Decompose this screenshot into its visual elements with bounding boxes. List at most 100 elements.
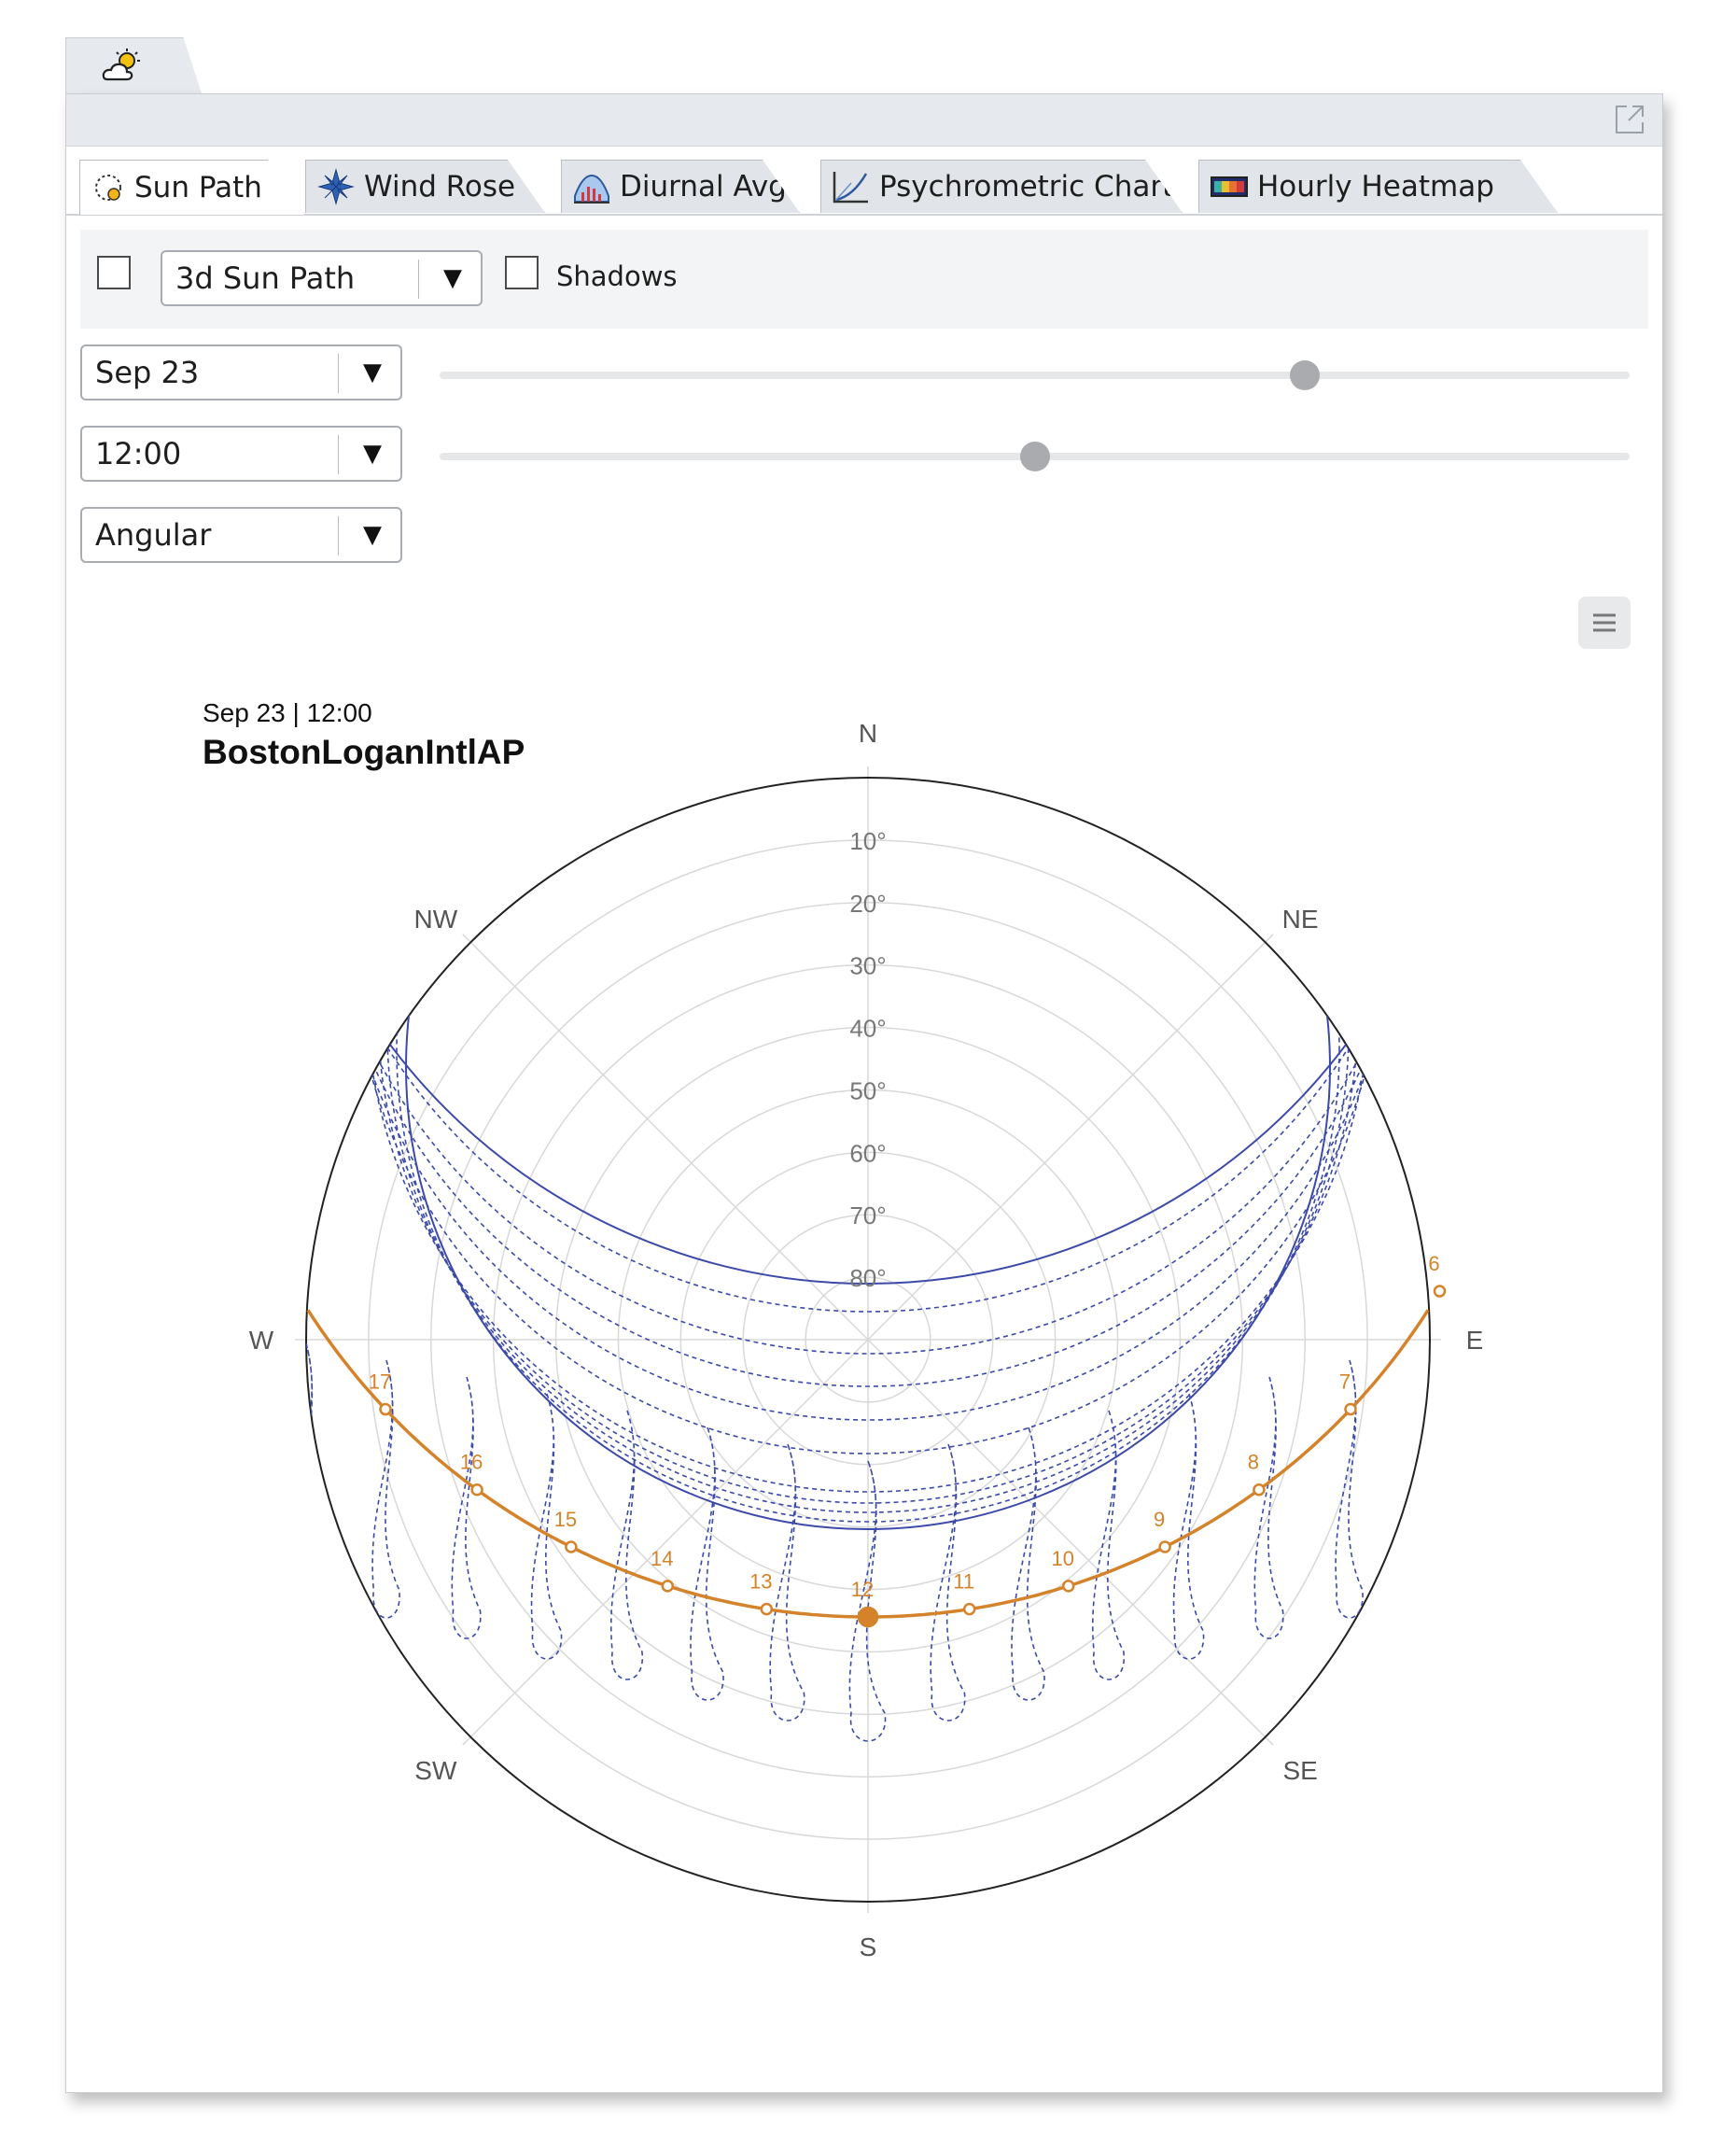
hour-marker xyxy=(1061,1580,1075,1593)
tab-sun-path[interactable]: Sun Path xyxy=(79,160,305,215)
altitude-label: 50° xyxy=(849,1076,886,1104)
psychrometric-icon xyxy=(833,170,870,204)
hour-label: 16 xyxy=(460,1451,483,1474)
analemma-loop xyxy=(1172,1393,1205,1660)
time-select[interactable]: 12:00 ▼ xyxy=(80,426,402,482)
analemma-loop xyxy=(1416,1342,1430,1598)
slider-track xyxy=(440,372,1630,379)
compass-label-ne: NE xyxy=(1282,905,1319,934)
diurnal-avg-icon xyxy=(573,170,610,204)
window-toolbar xyxy=(66,94,1662,147)
horizon-circle xyxy=(305,777,1431,1903)
solstice-path xyxy=(405,778,1331,1530)
shadows-checkbox[interactable] xyxy=(505,256,539,289)
monthly-path xyxy=(396,778,1340,1523)
view-mode-value: 3d Sun Path xyxy=(175,260,356,296)
select-divider xyxy=(338,354,339,393)
weather-icon xyxy=(102,49,140,81)
tab-label: Diurnal Avg xyxy=(620,170,787,204)
window-tab[interactable] xyxy=(65,37,203,96)
altitude-label: 70° xyxy=(849,1201,886,1230)
compass-label-s: S xyxy=(860,1932,877,1961)
altitude-label: 80° xyxy=(849,1264,886,1292)
hour-marker xyxy=(1344,1402,1357,1416)
hour-label: 12 xyxy=(851,1578,874,1601)
select-divider xyxy=(418,260,419,299)
hour-marker xyxy=(1253,1483,1266,1497)
tab-label: Hourly Heatmap xyxy=(1257,170,1494,204)
date-select[interactable]: Sep 23 ▼ xyxy=(80,344,402,400)
tab-hourly-heatmap[interactable]: Hourly Heatmap xyxy=(1198,160,1558,213)
hour-label: 9 xyxy=(1154,1508,1165,1531)
popout-icon[interactable] xyxy=(1614,104,1645,135)
compass-label-w: W xyxy=(249,1326,274,1355)
hour-label: 7 xyxy=(1339,1370,1351,1394)
analemma-loop xyxy=(306,1342,320,1598)
hour-marker xyxy=(470,1483,483,1497)
tab-bar: Sun Path Wind Rose xyxy=(66,147,1662,216)
hour-label: 10 xyxy=(1051,1547,1073,1570)
tab-label: Wind Rose xyxy=(364,170,516,204)
altitude-label: 30° xyxy=(849,952,886,980)
wind-rose-icon xyxy=(317,168,355,205)
view-mode-checkbox[interactable] xyxy=(97,256,131,289)
tab-label: Psychrometric Chart xyxy=(879,170,1174,204)
analemma-loop xyxy=(1253,1376,1284,1639)
sun-path-icon xyxy=(91,171,125,204)
hour-label: 6 xyxy=(1428,1252,1439,1275)
projection-value: Angular xyxy=(95,517,212,553)
compass-label-nw: NW xyxy=(414,905,458,934)
compass-label-n: N xyxy=(859,719,877,748)
chart-menu-button[interactable] xyxy=(1578,597,1631,649)
app-window: Sun Path Wind Rose xyxy=(65,93,1663,2093)
analemma-loop xyxy=(848,1460,887,1742)
hour-label: 8 xyxy=(1248,1451,1259,1474)
hour-marker xyxy=(379,1402,392,1416)
solstice-path xyxy=(306,778,1430,1285)
shadows-label: Shadows xyxy=(556,260,678,292)
analemma-loop xyxy=(1092,1410,1126,1680)
monthly-path xyxy=(306,778,1430,1313)
slider-thumb[interactable] xyxy=(1019,442,1050,471)
analemma-loop xyxy=(1011,1426,1045,1701)
analemma-loop xyxy=(930,1443,966,1721)
hour-label: 15 xyxy=(554,1508,577,1531)
hour-label: 14 xyxy=(651,1547,673,1570)
chart-subtitle: Sep 23 | 12:00 xyxy=(203,698,372,727)
altitude-label: 10° xyxy=(849,827,886,855)
altitude-label: 60° xyxy=(849,1139,886,1167)
azimuth-spoke xyxy=(867,934,1274,1341)
altitude-label: 40° xyxy=(849,1015,886,1043)
hour-marker xyxy=(661,1580,675,1593)
hour-marker xyxy=(1158,1540,1171,1553)
analemma-loop xyxy=(451,1376,482,1639)
current-sun-marker xyxy=(857,1606,879,1628)
analemma-loop xyxy=(769,1443,805,1721)
azimuth-spoke xyxy=(462,1339,869,1746)
compass-label-sw: SW xyxy=(414,1756,457,1785)
view-options-bar: 3d Sun Path ▼ Shadows xyxy=(80,230,1648,329)
tab-label: Sun Path xyxy=(134,171,262,204)
analemma-loop xyxy=(690,1426,724,1701)
hour-marker xyxy=(565,1540,578,1553)
hour-marker xyxy=(760,1602,774,1616)
azimuth-spoke xyxy=(462,934,869,1341)
hour-label: 17 xyxy=(369,1370,391,1394)
time-slider[interactable] xyxy=(440,442,1630,471)
azimuth-spoke xyxy=(867,1339,1274,1746)
compass-label-e: E xyxy=(1466,1326,1484,1355)
hour-label: 11 xyxy=(953,1570,974,1594)
dropdown-arrow-icon: ▼ xyxy=(363,358,382,386)
view-mode-select[interactable]: 3d Sun Path ▼ xyxy=(161,250,483,306)
projection-select[interactable]: Angular ▼ xyxy=(80,507,402,563)
analemma-loop xyxy=(1335,1359,1364,1619)
analemma-loop xyxy=(530,1393,563,1660)
analemma-loop xyxy=(610,1410,644,1680)
dropdown-arrow-icon: ▼ xyxy=(363,440,382,468)
slider-thumb[interactable] xyxy=(1289,360,1320,390)
date-slider[interactable] xyxy=(440,360,1630,390)
tab-diurnal-avg[interactable]: Diurnal Avg xyxy=(561,160,800,213)
hamburger-icon xyxy=(1593,613,1616,632)
tab-psychrometric-chart[interactable]: Psychrometric Chart xyxy=(820,160,1183,213)
